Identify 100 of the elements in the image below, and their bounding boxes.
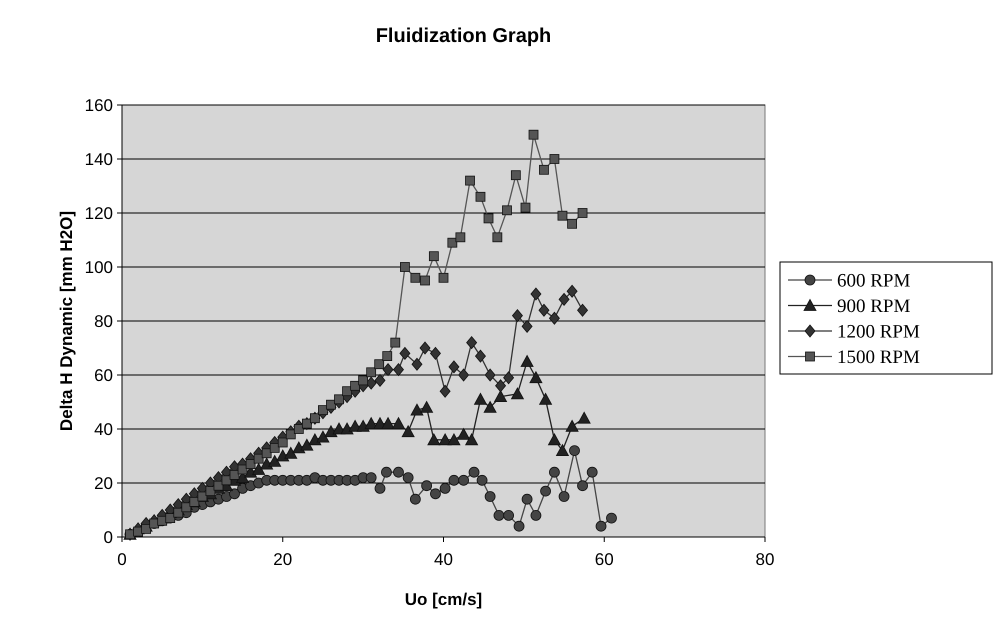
point — [448, 433, 460, 446]
point — [324, 425, 338, 438]
point — [522, 494, 532, 505]
point — [494, 510, 504, 521]
point — [457, 428, 470, 440]
point — [503, 371, 514, 384]
point — [492, 232, 502, 242]
point — [412, 358, 422, 371]
x-tick-label: 60 — [594, 550, 614, 569]
point — [278, 438, 288, 448]
point — [374, 483, 386, 494]
x-tick-label: 20 — [273, 550, 292, 569]
point — [420, 276, 430, 286]
y-tick-label: 80 — [94, 312, 113, 331]
point — [308, 433, 322, 446]
legend-label: 600 RPM — [837, 270, 910, 292]
point — [539, 164, 549, 175]
point — [474, 392, 487, 405]
point — [238, 464, 248, 474]
point — [528, 130, 538, 140]
point — [392, 417, 405, 429]
y-tick-label: 20 — [94, 474, 113, 493]
point — [356, 420, 370, 432]
point — [530, 288, 542, 300]
point — [530, 510, 542, 521]
point — [550, 154, 560, 164]
point — [520, 355, 534, 367]
point — [511, 388, 524, 400]
point — [229, 488, 240, 500]
point — [381, 466, 392, 478]
point — [260, 458, 274, 470]
point — [294, 424, 304, 434]
point — [230, 470, 240, 480]
x-axis-title: Uo [cm/s] — [404, 590, 482, 609]
point — [428, 251, 439, 262]
point — [284, 446, 298, 459]
point — [530, 371, 542, 384]
point — [334, 394, 344, 404]
point — [316, 430, 330, 442]
point — [393, 466, 404, 478]
point — [286, 430, 296, 440]
point — [374, 374, 386, 387]
point — [402, 425, 415, 438]
point — [326, 400, 336, 410]
legend-label: 900 RPM — [837, 296, 910, 318]
point — [549, 312, 560, 325]
point — [366, 367, 376, 378]
point — [540, 486, 551, 496]
point — [358, 376, 368, 386]
point — [465, 433, 478, 446]
y-tick-label: 0 — [104, 528, 113, 547]
point — [382, 351, 392, 361]
point — [350, 380, 360, 391]
legend-label: 1200 RPM — [837, 322, 920, 343]
point — [440, 483, 451, 494]
point — [222, 475, 232, 486]
point — [475, 350, 486, 362]
point — [495, 379, 506, 392]
point — [522, 320, 532, 333]
point — [410, 272, 420, 283]
point — [468, 466, 480, 478]
point — [606, 512, 617, 524]
point — [141, 524, 152, 534]
point — [430, 488, 441, 500]
point — [538, 304, 550, 317]
point — [382, 417, 394, 429]
point — [300, 438, 314, 451]
point — [421, 480, 432, 492]
y-tick-label: 140 — [84, 150, 113, 169]
point — [465, 176, 475, 186]
point — [318, 405, 328, 415]
y-axis-title: Delta H Dynamic [mm H2O] — [57, 210, 76, 432]
point — [578, 208, 588, 218]
point — [476, 192, 486, 202]
y-tick-label: 160 — [84, 96, 113, 115]
point — [270, 443, 280, 453]
point — [410, 404, 424, 416]
point — [254, 454, 264, 464]
point — [577, 304, 588, 317]
point — [410, 494, 421, 505]
point — [458, 368, 469, 382]
y-tick-label: 60 — [94, 366, 113, 385]
point — [400, 262, 410, 272]
point — [494, 390, 507, 402]
point — [558, 293, 570, 306]
point — [448, 360, 460, 374]
point — [276, 450, 290, 462]
point — [567, 218, 577, 229]
point — [558, 491, 570, 502]
point — [566, 284, 578, 298]
point — [569, 445, 580, 456]
point — [400, 347, 410, 360]
point — [340, 422, 354, 434]
point — [458, 474, 469, 486]
legend-label: 1500 RPM — [837, 347, 920, 368]
point — [206, 486, 216, 496]
point — [246, 459, 256, 469]
point — [596, 520, 606, 532]
point — [420, 342, 430, 354]
point — [566, 420, 578, 432]
